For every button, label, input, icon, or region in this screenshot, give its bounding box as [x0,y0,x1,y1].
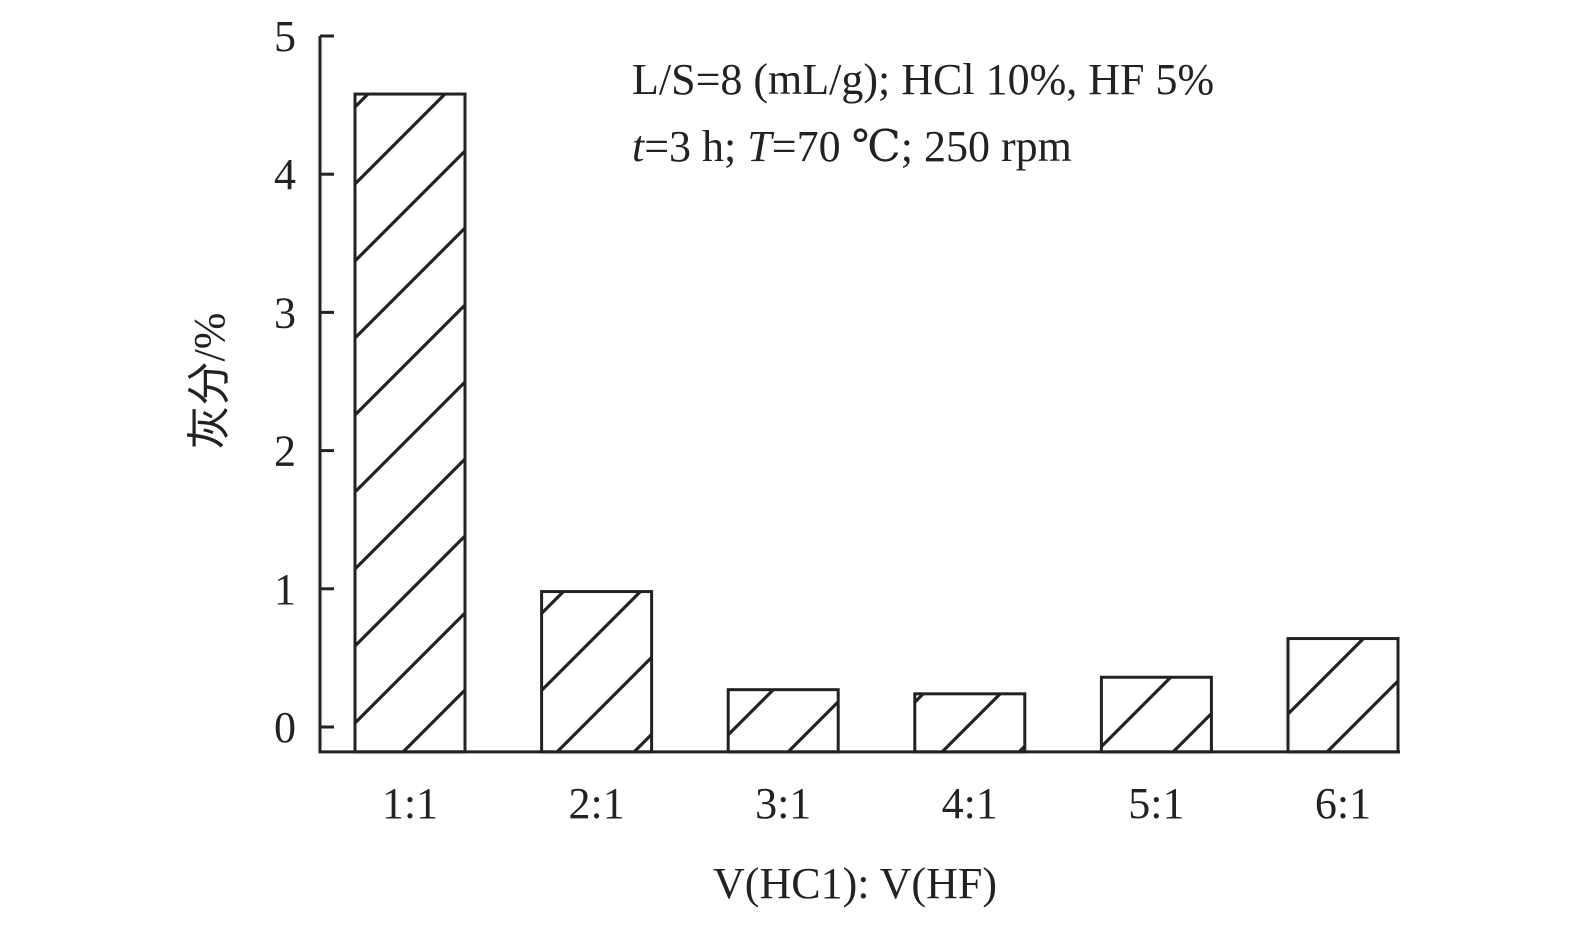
bar-hatch-fill [541,591,652,752]
y-tick-label: 2 [274,427,296,476]
x-tick-label: 4:1 [942,779,998,828]
bar-hatch-fill [728,689,839,752]
bar-6-1 [1286,637,1400,754]
bar-hatch-fill [355,94,465,752]
bar-hatch-fill [1101,677,1212,752]
annotation-T-symbol: T [747,122,772,171]
annotation-time: =3 h; [644,122,748,171]
x-tick-label: 3:1 [755,779,811,828]
y-axis-label: 灰分/% [185,312,234,450]
y-tick-label: 1 [274,565,296,614]
bar-3-1 [726,688,840,754]
y-tick-label: 3 [274,288,296,337]
bar-4-1 [913,692,1027,754]
x-tick-label: 2:1 [568,779,624,828]
x-tick-label: 1:1 [382,779,438,828]
bar-hatch-fill [1288,638,1398,752]
tick-labels-layer: 1:1 2:1 3:1 4:1 5:1 6:1 0 1 2 3 4 5 [274,12,1371,828]
y-tick-label: 4 [274,150,296,199]
y-tick-label: 5 [274,12,296,61]
chart-annotation-line-1: L/S=8 (mL/g); HCl 10%, HF 5% [632,55,1215,104]
bar-1-1 [353,92,467,754]
y-tick-label: 0 [274,703,296,752]
bar-hatch-fill [914,693,1025,752]
chart-annotation-line-2: t=3 h; T=70 ℃; 250 rpm [632,125,1072,169]
x-axis-label: V(HC1): V(HF) [713,859,997,908]
bar-5-1 [1099,675,1213,754]
x-tick-label: 5:1 [1128,779,1184,828]
annotation-t-symbol: t [632,122,645,171]
x-tick-label: 6:1 [1315,779,1371,828]
axes-layer [318,34,1400,754]
annotation-temp-speed: =70 ℃; 250 rpm [771,122,1072,171]
bars-layer [353,92,1400,754]
bar-2-1 [540,590,654,754]
